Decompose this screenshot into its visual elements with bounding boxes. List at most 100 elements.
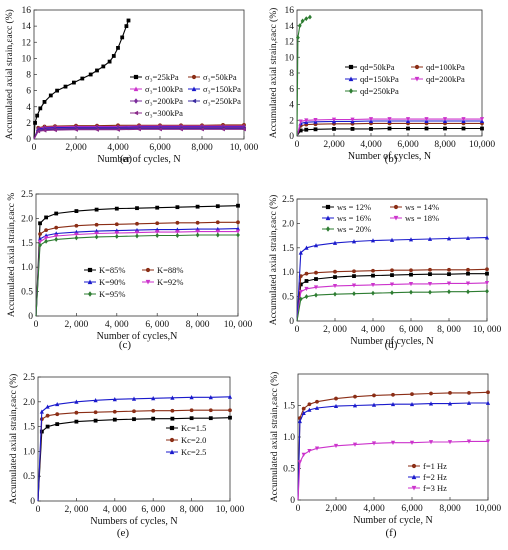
legend-label: f=1 Hz <box>423 461 447 471</box>
data-point <box>409 289 413 295</box>
data-point <box>304 271 309 276</box>
data-point <box>38 242 42 248</box>
data-point <box>314 446 320 451</box>
x-axis-label: Number of cycles, N <box>350 336 433 347</box>
chart-panel-3: 0 2, 000 4, 000 6, 000 8, 000 10, 000 0 0.5 1.0 1… <box>7 190 253 342</box>
data-point <box>298 250 303 255</box>
data-point <box>479 117 485 122</box>
data-point <box>112 409 117 414</box>
data-point <box>38 221 42 226</box>
y-tick-label: 1.5 <box>282 244 294 254</box>
data-point <box>151 396 156 401</box>
data-point <box>428 267 432 272</box>
data-point <box>465 235 471 240</box>
series-1 <box>296 126 484 137</box>
x-axis-label: Number of cycles,N <box>97 331 178 342</box>
data-point <box>189 416 194 421</box>
legend-entry: σ₃=200kPa <box>130 96 183 106</box>
data-point <box>241 127 246 132</box>
series-4 <box>296 281 490 322</box>
data-point <box>74 235 79 241</box>
data-point <box>175 233 180 238</box>
legend-label: ws = 12% <box>337 202 371 212</box>
data-point <box>33 120 37 125</box>
x-tick-label: 8,000 <box>191 143 213 153</box>
data-point <box>298 282 303 287</box>
data-point <box>461 126 466 131</box>
data-point <box>235 226 241 231</box>
legend-label: qd=200kPa <box>426 74 465 84</box>
data-point <box>132 417 136 422</box>
data-point <box>44 238 48 244</box>
data-point <box>189 408 194 413</box>
data-point <box>178 127 183 132</box>
data-point <box>124 24 129 29</box>
series-line <box>297 402 488 501</box>
x-tick-label: 4, 000 <box>105 320 129 330</box>
data-point <box>298 296 303 302</box>
data-point <box>484 281 490 286</box>
data-point <box>369 127 373 131</box>
y-tick-label: 4 <box>289 101 294 111</box>
data-point <box>390 401 396 407</box>
legend-marker <box>87 291 93 297</box>
panel-label: (f) <box>386 527 397 539</box>
legend-marker <box>325 215 331 221</box>
legend-entry: σ₃=50kPa <box>188 72 237 82</box>
x-tick-label: 10, 000 <box>230 143 259 153</box>
y-tick-label: 2 <box>289 116 294 126</box>
legend-entry: ws = 18% <box>390 213 439 223</box>
legend-label: Kc=1.5 <box>181 423 206 433</box>
data-point <box>298 128 303 133</box>
data-point <box>94 222 99 227</box>
legend-marker <box>133 74 139 80</box>
data-point <box>199 127 204 132</box>
legend-label: ws = 18% <box>405 213 439 223</box>
chart-panel-5: 0 2, 000 4, 000 6, 000 8, 000 10, 000 0 0.5 1.0 1… <box>8 373 245 527</box>
data-point <box>45 413 50 418</box>
legend-entry: f=1 Hz <box>408 461 447 471</box>
data-point <box>485 267 489 272</box>
data-point <box>208 416 213 421</box>
x-tick-label: 6, 000 <box>141 505 165 515</box>
series-line <box>35 228 239 317</box>
legend-marker <box>414 64 420 70</box>
series-line <box>296 290 488 322</box>
data-point <box>389 282 395 287</box>
data-point <box>94 207 99 212</box>
data-point <box>447 289 451 295</box>
legend: K=85% K=88% K=90% K=92% K=95% <box>84 265 184 299</box>
data-point <box>387 117 392 122</box>
legend-entry: qd=100kPa <box>411 62 465 72</box>
data-point <box>55 422 60 427</box>
data-point <box>112 417 117 422</box>
data-point <box>126 18 131 23</box>
legend-label: ws = 16% <box>337 213 371 223</box>
chart-panel-2: 0 2,000 4,000 6,000 8,000 10,000 0 2 4 6 8 10 12 14 16… <box>268 6 495 162</box>
y-tick-label: 2.0 <box>23 398 35 408</box>
data-point <box>448 391 452 395</box>
data-point <box>332 240 338 245</box>
legend-label: σ₃=50kPa <box>203 72 237 82</box>
data-point <box>215 229 220 234</box>
data-point <box>195 229 200 234</box>
data-point <box>315 399 319 404</box>
series-7 <box>33 127 246 140</box>
y-tick-label: 0 <box>290 496 295 506</box>
panel-label: (e) <box>117 527 130 539</box>
data-point <box>313 243 319 248</box>
data-point <box>134 230 140 235</box>
data-point <box>155 205 160 210</box>
data-point <box>300 18 305 24</box>
legend-marker <box>169 437 175 443</box>
series-3 <box>35 226 241 317</box>
data-point <box>236 220 240 225</box>
data-point <box>427 236 433 241</box>
data-point <box>175 205 180 210</box>
data-point <box>236 232 240 238</box>
data-point <box>95 68 99 73</box>
series-5 <box>296 288 489 322</box>
series-line <box>296 282 488 322</box>
legend: Kc=1.5 Kc=2.0 Kc=2.5 <box>166 423 206 457</box>
legend-marker <box>325 226 331 232</box>
